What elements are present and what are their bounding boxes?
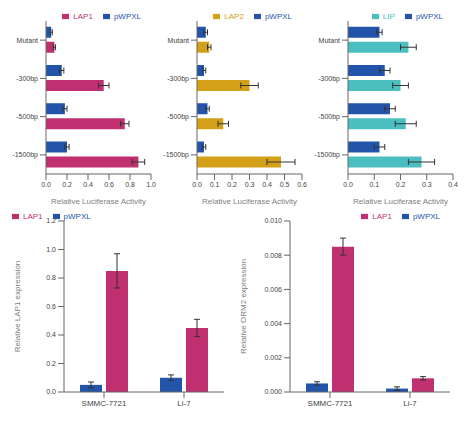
svg-text:0.4: 0.4 bbox=[448, 181, 458, 188]
svg-text:0.000: 0.000 bbox=[264, 388, 282, 395]
html-text:pWPXL: pWPXL bbox=[264, 12, 292, 21]
svg-text:0.3: 0.3 bbox=[422, 181, 432, 188]
html-text:pWPXL: pWPXL bbox=[63, 212, 91, 221]
svg-text:0.010: 0.010 bbox=[264, 217, 282, 224]
svg-text:Li-7: Li-7 bbox=[177, 399, 191, 408]
svg-text:-500bp: -500bp bbox=[318, 113, 340, 121]
svg-text:0.0: 0.0 bbox=[343, 181, 353, 188]
html-text:LAP1: LAP1 bbox=[372, 212, 392, 221]
svg-text:-300bp: -300bp bbox=[16, 75, 38, 83]
svg-text:0.2: 0.2 bbox=[227, 181, 237, 188]
svg-text:0.0: 0.0 bbox=[46, 388, 56, 395]
svg-text:-500bp: -500bp bbox=[16, 113, 38, 121]
svg-text:Relative Luciferase Activity: Relative Luciferase Activity bbox=[51, 197, 146, 206]
svg-text:0.6: 0.6 bbox=[104, 181, 114, 188]
html-text:LIP: LIP bbox=[382, 12, 395, 21]
svg-text:-500bp: -500bp bbox=[167, 113, 189, 121]
svg-text:Relative ORM2 expression: Relative ORM2 expression bbox=[239, 259, 248, 354]
svg-text:0.1: 0.1 bbox=[210, 181, 220, 188]
svg-text:0.4: 0.4 bbox=[262, 181, 272, 188]
svg-text:-300bp: -300bp bbox=[167, 75, 189, 83]
html-text:pWPXL: pWPXL bbox=[415, 12, 443, 21]
svg-text:-1500bp: -1500bp bbox=[12, 151, 38, 159]
svg-text:0.8: 0.8 bbox=[125, 181, 135, 188]
html-text:pWPXL: pWPXL bbox=[113, 12, 141, 21]
svg-text:0.008: 0.008 bbox=[264, 252, 282, 259]
svg-text:SMMC-7721: SMMC-7721 bbox=[82, 399, 127, 408]
svg-text:0.6: 0.6 bbox=[46, 303, 56, 310]
svg-text:-1500bp: -1500bp bbox=[163, 151, 189, 159]
svg-text:Mutant: Mutant bbox=[17, 37, 38, 44]
svg-text:1.0: 1.0 bbox=[46, 246, 56, 253]
svg-text:0.4: 0.4 bbox=[83, 181, 93, 188]
svg-text:Li-7: Li-7 bbox=[403, 399, 417, 408]
svg-text:0.006: 0.006 bbox=[264, 286, 282, 293]
html-text:pWPXL: pWPXL bbox=[412, 212, 440, 221]
html-text:LAP1: LAP1 bbox=[23, 212, 43, 221]
html-text:LAP2: LAP2 bbox=[224, 12, 244, 21]
svg-text:0.004: 0.004 bbox=[264, 320, 282, 327]
svg-text:0.2: 0.2 bbox=[62, 181, 72, 188]
svg-text:0.3: 0.3 bbox=[245, 181, 255, 188]
svg-text:0.5: 0.5 bbox=[280, 181, 290, 188]
svg-text:1.0: 1.0 bbox=[146, 181, 156, 188]
svg-text:-1500bp: -1500bp bbox=[314, 151, 340, 159]
svg-text:1.2: 1.2 bbox=[46, 217, 56, 224]
svg-text:Mutant: Mutant bbox=[168, 37, 189, 44]
svg-text:0.0: 0.0 bbox=[41, 181, 51, 188]
svg-text:0.2: 0.2 bbox=[46, 360, 56, 367]
html-text:LAP1: LAP1 bbox=[73, 12, 93, 21]
svg-text:0.4: 0.4 bbox=[46, 331, 56, 338]
svg-text:Mutant: Mutant bbox=[319, 37, 340, 44]
svg-text:-300bp: -300bp bbox=[318, 75, 340, 83]
svg-text:0.0: 0.0 bbox=[192, 181, 202, 188]
svg-text:0.2: 0.2 bbox=[396, 181, 406, 188]
svg-text:Relative Luciferase Activity: Relative Luciferase Activity bbox=[202, 197, 297, 206]
svg-text:Relative Luciferase Activity: Relative Luciferase Activity bbox=[353, 197, 448, 206]
svg-text:0.002: 0.002 bbox=[264, 354, 282, 361]
svg-text:0.1: 0.1 bbox=[369, 181, 379, 188]
svg-text:0.6: 0.6 bbox=[297, 181, 307, 188]
svg-text:Relative LAP1 expression: Relative LAP1 expression bbox=[13, 261, 22, 353]
svg-text:SMMC-7721: SMMC-7721 bbox=[308, 399, 353, 408]
svg-text:0.8: 0.8 bbox=[46, 274, 56, 281]
